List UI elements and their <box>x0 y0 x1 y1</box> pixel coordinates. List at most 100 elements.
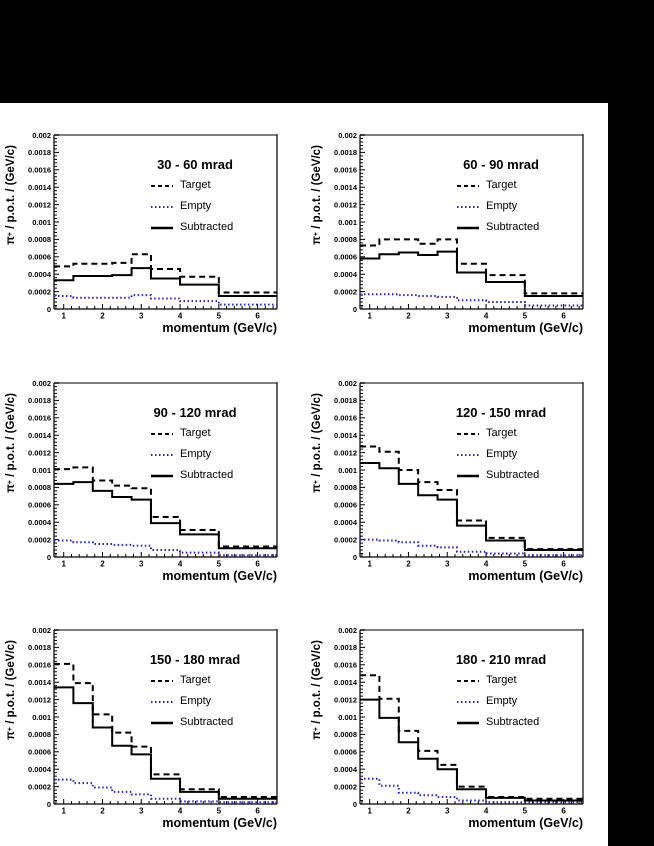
legend-label: Empty <box>486 448 518 460</box>
y-axis-title: π+ / p.o.t. / (GeV/c) <box>5 124 19 266</box>
plot-pad-90-120: 0 0.0002 0.0004 0.0006 0.0008 0.001 0.0012 0.00… <box>0 351 306 599</box>
y-tick-label: 0 <box>353 305 357 314</box>
legend-label: Target <box>486 674 517 686</box>
y-axis-title-rest: / p.o.t. / (GeV/c) <box>5 393 17 480</box>
x-axis-title: momentum (GeV/c) <box>468 569 583 583</box>
histogram-canvas: 0 0.0002 0.0004 0.0006 0.0008 0.001 0.0012 0.00… <box>28 131 278 321</box>
x-tick-label: 3 <box>445 807 450 816</box>
legend-dashed-line-icon <box>151 679 173 682</box>
histogram-canvas: 0 0.0002 0.0004 0.0006 0.0008 0.001 0.0012 0.00… <box>334 626 584 816</box>
y-tick-label: 0.0004 <box>334 518 358 527</box>
x-tick-label: 2 <box>406 312 411 321</box>
y-tick-label: 0.0004 <box>28 518 52 527</box>
x-tick-label: 4 <box>484 807 489 816</box>
legend-entry: Empty <box>456 691 539 712</box>
plot-pad-60-90: 0 0.0002 0.0004 0.0006 0.0008 0.001 0.0012 0.00… <box>306 103 612 351</box>
y-tick-label: 0.001 <box>32 713 51 722</box>
legend-label: Empty <box>180 200 212 212</box>
y-tick-label: 0.0002 <box>28 782 51 791</box>
y-tick-label: 0.0008 <box>28 235 51 244</box>
target-histogram <box>54 253 277 294</box>
y-axis-title-pi: π <box>5 484 17 493</box>
y-tick-label: 0.001 <box>338 466 357 475</box>
y-tick-label: 0.0012 <box>28 448 51 457</box>
y-tick-label: 0.001 <box>338 218 357 227</box>
legend-solid-line-icon <box>457 721 479 724</box>
x-tick-label: 3 <box>139 807 144 816</box>
y-tick-label: 0.002 <box>32 379 51 388</box>
subtracted-histogram <box>360 462 583 552</box>
y-tick-label: 0.0006 <box>334 748 357 757</box>
legend-label: Empty <box>486 695 518 707</box>
legend-dashed-line-icon <box>151 184 173 187</box>
x-tick-label: 1 <box>367 312 372 321</box>
y-tick-label: 0.0014 <box>28 183 52 192</box>
legend-entry: Empty <box>150 444 233 465</box>
y-tick-label: 0.0018 <box>28 643 51 652</box>
legend-label: Empty <box>486 200 518 212</box>
legend-dashed-line-icon <box>151 432 173 435</box>
y-tick-label: 0.0008 <box>334 730 357 739</box>
legend-label: Target <box>180 427 211 439</box>
legend-entry: Target <box>150 670 233 691</box>
x-tick-label: 2 <box>100 807 105 816</box>
legend-entry: Subtracted <box>150 712 233 733</box>
x-tick-label: 6 <box>255 560 260 569</box>
y-tick-label: 0.0006 <box>334 501 357 510</box>
x-tick-label: 2 <box>406 807 411 816</box>
y-axis-title-pi: π <box>311 484 323 493</box>
y-axis-title: π+ / p.o.t. / (GeV/c) <box>311 619 325 761</box>
y-tick-label: 0.0014 <box>334 678 358 687</box>
y-axis-title-sup: + <box>7 727 14 732</box>
y-tick-label: 0.002 <box>338 626 357 635</box>
y-tick-label: 0.0004 <box>334 765 358 774</box>
legend-label: Empty <box>180 695 212 707</box>
x-tick-label: 4 <box>178 807 183 816</box>
x-axis-title: momentum (GeV/c) <box>162 569 277 583</box>
x-tick-label: 5 <box>523 807 528 816</box>
y-axis-title-sup: + <box>7 232 14 237</box>
y-axis-title-rest: / p.o.t. / (GeV/c) <box>5 640 17 727</box>
empty-histogram <box>360 538 583 557</box>
y-tick-label: 0.0016 <box>28 166 51 175</box>
y-tick-label: 0.0012 <box>334 448 357 457</box>
y-tick-label: 0.002 <box>338 131 357 140</box>
y-tick-label: 0.0008 <box>334 235 357 244</box>
y-tick-label: 0.0012 <box>334 200 357 209</box>
legend: Target Empty Subtracted <box>456 175 539 238</box>
x-tick-label: 2 <box>406 560 411 569</box>
legend-entry: Subtracted <box>456 217 539 238</box>
plot-title: 90 - 120 mrad <box>153 405 237 420</box>
y-tick-label: 0.0002 <box>334 287 357 296</box>
y-tick-label: 0.0004 <box>334 270 358 279</box>
y-axis-title: π+ / p.o.t. / (GeV/c) <box>5 619 19 761</box>
y-tick-label: 0.0018 <box>28 148 51 157</box>
y-tick-label: 0.0008 <box>28 730 51 739</box>
target-histogram <box>360 445 583 551</box>
legend: Target Empty Subtracted <box>150 423 233 486</box>
histogram-canvas: 0 0.0002 0.0004 0.0006 0.0008 0.001 0.0012 0.00… <box>334 379 584 569</box>
x-axis-title: momentum (GeV/c) <box>162 321 277 335</box>
y-axis-title-sup: + <box>313 232 320 237</box>
legend: Target Empty Subtracted <box>456 423 539 486</box>
y-tick-label: 0.0006 <box>28 253 51 262</box>
legend-label: Target <box>486 427 517 439</box>
y-tick-label: 0.001 <box>32 466 51 475</box>
x-tick-label: 4 <box>484 560 489 569</box>
y-tick-label: 0.0002 <box>28 287 51 296</box>
legend-entry: Target <box>456 423 539 444</box>
legend-dotted-line-icon <box>151 205 173 208</box>
y-tick-label: 0.001 <box>32 218 51 227</box>
subtracted-histogram <box>54 267 277 297</box>
legend-entry: Empty <box>150 196 233 217</box>
legend-label: Subtracted <box>180 716 234 728</box>
x-axis-title: momentum (GeV/c) <box>162 816 277 830</box>
y-axis-title-pi: π <box>311 731 323 740</box>
legend-entry: Subtracted <box>456 712 539 733</box>
x-tick-label: 5 <box>217 807 222 816</box>
y-tick-label: 0.0018 <box>28 396 51 405</box>
legend-entry: Target <box>456 175 539 196</box>
y-tick-label: 0.0006 <box>334 253 357 262</box>
legend-dashed-line-icon <box>457 184 479 187</box>
x-tick-label: 5 <box>523 560 528 569</box>
